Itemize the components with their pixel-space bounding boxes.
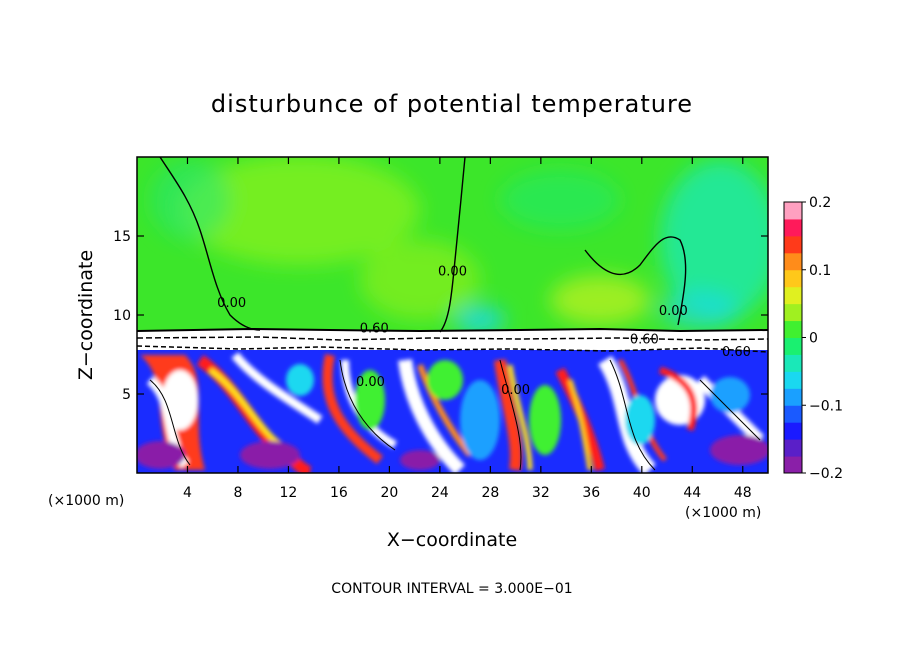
upper-field-variations [150,157,768,330]
colorbar-tick-label: 0.1 [809,263,831,279]
contour-interface-top [137,327,768,333]
contour-lower-3 [499,359,522,471]
colorbar-swatch [784,286,802,305]
colorbar-swatch [784,252,802,271]
x-unit-label-right: (×1000 m) [685,505,761,521]
contour-interface-mid [137,336,768,341]
colorbar-swatch [784,405,802,423]
contour-interface-low [137,345,768,353]
x-tick-label: 8 [233,485,242,501]
contour-label: 0.00 [217,296,246,311]
contour-lower-2 [339,359,396,451]
colorbar-swatch [784,337,802,355]
contour-lower-4 [609,359,656,471]
colorbar-swatch [784,388,802,406]
x-axis-ticks: 4 8 12 16 20 24 28 32 36 40 44 48 [183,157,752,501]
colorbar-tick-label: −0.2 [809,466,843,482]
contour-label: 0.60 [360,321,389,336]
contour-lower-5 [699,379,761,441]
x-tick-label: 28 [481,485,499,501]
colorbar-swatch [784,354,802,372]
x-tick-label: 4 [183,485,192,501]
y-axis-ticks: 5 10 15 [113,229,768,403]
contour-zero-center [439,157,466,333]
y-axis-label: Z−coordinate [75,250,97,380]
colorbar-swatch [784,371,802,389]
colorbar-swatch [784,269,802,288]
colorbar-swatch [784,320,802,338]
contour-zero-right [584,236,687,326]
x-tick-label: 44 [683,485,701,501]
contour-label: 0.60 [722,345,751,360]
contour-lower-1 [149,379,191,466]
contour-lines [137,157,768,471]
colorbar-tick-label: −0.1 [809,398,843,414]
y-tick-label: 5 [122,387,131,403]
colorbar-swatch [784,235,802,254]
colorbar-swatch [784,202,802,220]
colorbar-swatch [784,422,802,440]
x-tick-label: 24 [431,485,449,501]
colorbar-swatch [784,218,802,237]
contour-zero-left [159,157,261,331]
colorbar-tick-label: 0 [809,331,818,347]
contour-label: 0.00 [501,383,530,398]
contour-interval-footer: CONTOUR INTERVAL = 3.000E−01 [331,581,572,597]
contour-label: 0.00 [438,265,467,280]
colorbar: 0.2 0.1 0 −0.1 −0.2 [783,195,843,482]
contour-label: 0.60 [630,332,659,347]
y-tick-label: 10 [113,308,131,324]
contour-label: 0.00 [356,375,385,390]
x-axis-label: X−coordinate [387,529,517,551]
x-tick-label: 36 [582,485,600,501]
interface-band [137,330,768,352]
x-tick-label: 40 [633,485,651,501]
turbulent-eddies [137,352,768,473]
y-tick-label: 15 [113,229,131,245]
x-tick-label: 48 [734,485,752,501]
chart-title: disturbunce of potential temperature [211,90,693,118]
colorbar-tick-label: 0.2 [809,195,831,211]
x-tick-label: 12 [280,485,298,501]
colorbar-swatch [784,303,802,322]
colorbar-swatch [784,456,802,474]
x-tick-label: 16 [330,485,348,501]
x-tick-label: 32 [532,485,550,501]
x-unit-label-left: (×1000 m) [48,493,124,509]
colorbar-swatch [784,439,802,457]
contour-labels: 0.600.600.600.000.000.000.000.00 [217,265,751,399]
x-tick-label: 20 [380,485,398,501]
plot-area: 0.600.600.600.000.000.000.000.00 [137,157,768,473]
contour-label: 0.00 [659,304,688,319]
